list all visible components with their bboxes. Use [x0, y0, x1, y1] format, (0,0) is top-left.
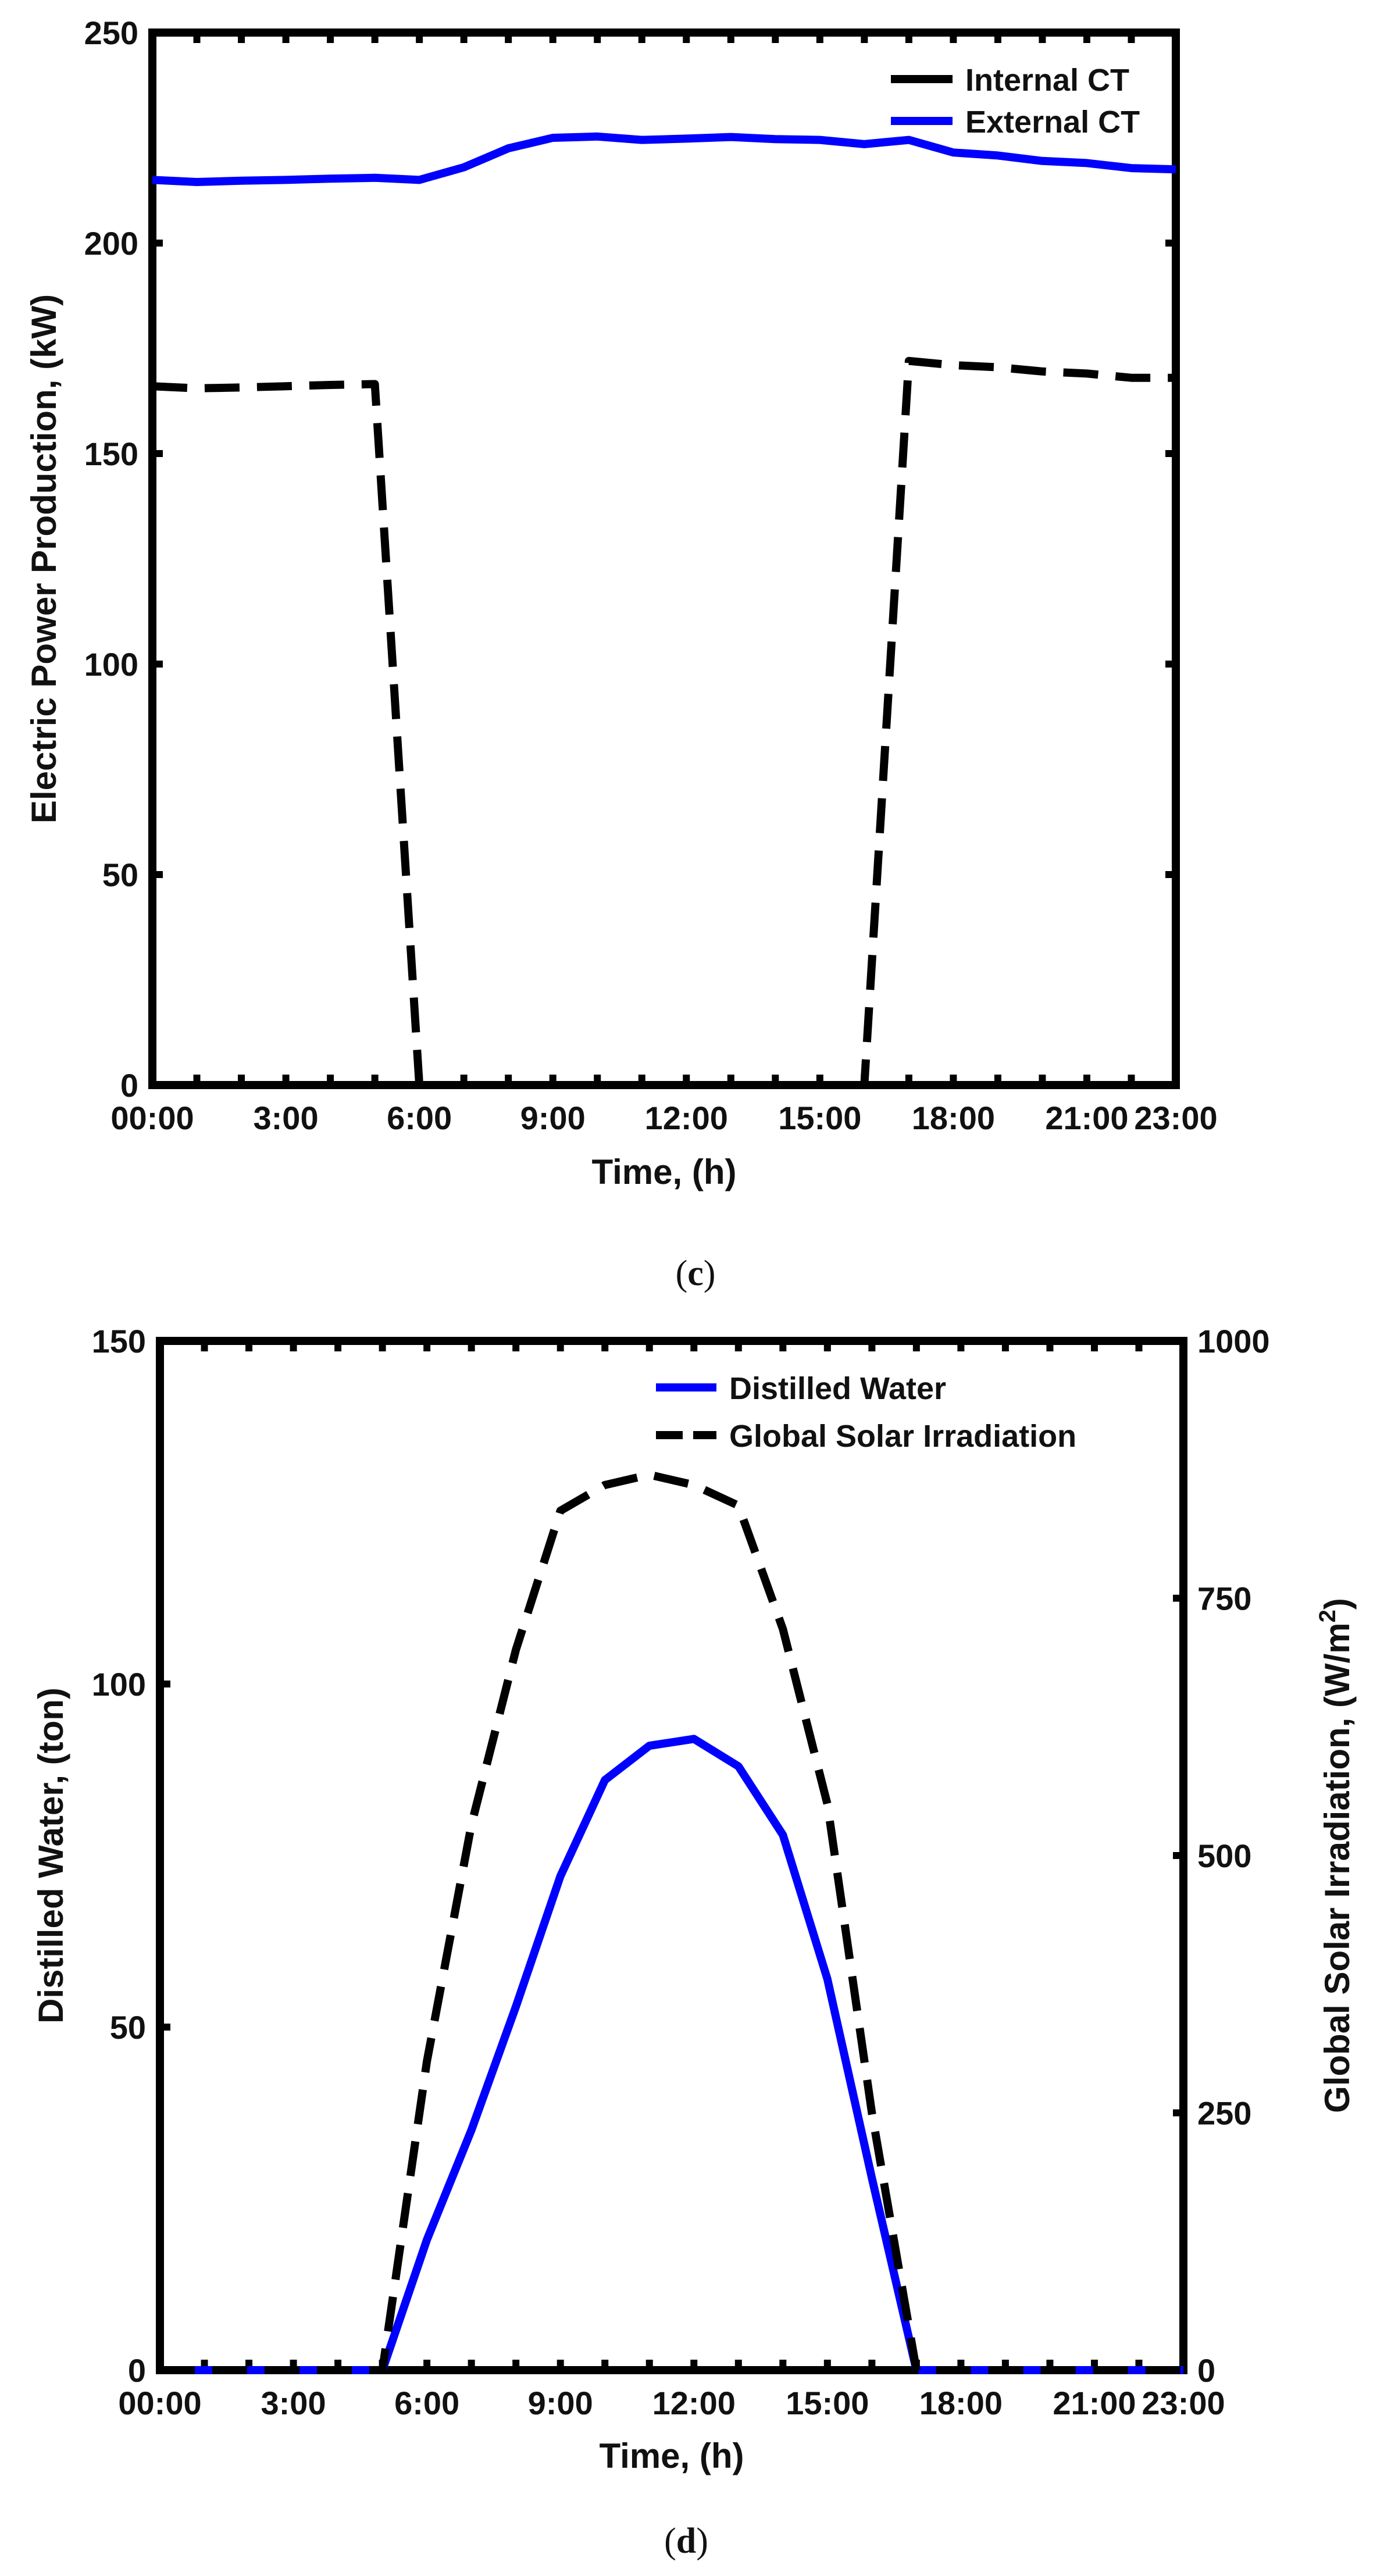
- y-tick-label: 200: [84, 225, 138, 262]
- x-tick-label: 15:00: [786, 2385, 869, 2421]
- legend-label-distilled-water: Distilled Water: [729, 1371, 946, 1406]
- y-right-tick-label: 1000: [1197, 1323, 1270, 1360]
- y-tick-label: 50: [110, 2009, 146, 2046]
- series-c: [152, 132, 1176, 1089]
- x-tick-label: 21:00: [1045, 1100, 1128, 1136]
- x-tick-label: 6:00: [394, 2385, 459, 2421]
- legend-label-internal-ct: Internal CT: [965, 63, 1129, 98]
- x-tick-label: 3:00: [261, 2385, 326, 2421]
- y-right-tick-labels-d: 0 250 500 750 1000: [1197, 1323, 1270, 2389]
- y-tick-label: 0: [120, 1067, 138, 1104]
- plot-area-d: [156, 1337, 1187, 2374]
- y-tick-label: 150: [92, 1323, 146, 1360]
- plot-area-c: [148, 28, 1180, 1089]
- y-tick-label: 250: [84, 15, 138, 51]
- y-tick-label: 150: [84, 436, 138, 472]
- x-tick-label: 15:00: [778, 1100, 861, 1136]
- x-tick-label: 21:00: [1053, 2385, 1136, 2421]
- series-line-global-solar-irradiation: [160, 1471, 1183, 2374]
- x-tick-label: 00:00: [110, 1100, 194, 1136]
- y-axis-title-c: Electric Power Production, (kW): [24, 294, 63, 823]
- y-tick-labels-d: 0 50 100 150: [92, 1323, 146, 2389]
- y-right-tick-label: 0: [1197, 2352, 1215, 2389]
- y-right-axis-title-text: Global Solar Irradiation, (W/m: [1318, 1622, 1357, 2113]
- y-right-tick-label: 250: [1197, 2095, 1251, 2132]
- x-tick-label: 12:00: [645, 1100, 728, 1136]
- x-tick-label: 23:00: [1134, 1100, 1217, 1136]
- y-right-axis-title-superscript: 2: [1315, 1610, 1340, 1622]
- y-tick-label: 50: [102, 857, 138, 893]
- x-tick-label: 18:00: [912, 1100, 995, 1136]
- series-line-external-ct: [152, 132, 1176, 186]
- caption-d: (d): [664, 2521, 708, 2561]
- caption-letter-c: c: [687, 1254, 704, 1293]
- x-tick-label: 9:00: [520, 1100, 586, 1136]
- x-tick-label: 18:00: [919, 2385, 1003, 2421]
- y-right-axis-title-close: ): [1318, 1598, 1357, 1610]
- y-right-tick-label: 500: [1197, 1838, 1251, 1874]
- x-axis-title-d: Time, (h): [600, 2436, 744, 2475]
- x-axis-title-c: Time, (h): [592, 1153, 737, 1191]
- legend-label-external-ct: External CT: [965, 105, 1140, 140]
- y-tick-label: 0: [128, 2352, 146, 2389]
- series-d: [160, 1471, 1183, 2374]
- legend-label-global-solar-irradiation: Global Solar Irradiation: [729, 1419, 1076, 1454]
- x-tick-label: 6:00: [387, 1100, 452, 1136]
- y-right-tick-label: 750: [1197, 1580, 1251, 1617]
- y-tick-labels-c: 0 50 100 150 200 250: [84, 15, 138, 1104]
- caption-letter-d: d: [676, 2521, 696, 2561]
- y-right-axis-title-d: Global Solar Irradiation, (W/m2): [1315, 1598, 1357, 2113]
- x-tick-label: 3:00: [254, 1100, 319, 1136]
- x-tick-labels-c: 00:00 3:00 6:00 9:00 12:00 15:00 18:00 21:00 23:…: [110, 1100, 1217, 1136]
- legend-c: Internal CT External CT: [891, 63, 1140, 140]
- ticks-d: [156, 1337, 1187, 2374]
- chart-panel-d: 00:00 3:00 6:00 9:00 12:00 15:00 18:00 21:00 23:…: [31, 1323, 1357, 2561]
- legend-d: Distilled Water Global Solar Irradiation: [656, 1371, 1076, 1454]
- x-tick-labels-d: 00:00 3:00 6:00 9:00 12:00 15:00 18:00 21:00 23:…: [118, 2385, 1225, 2421]
- y-axis-title-d: Distilled Water, (ton): [31, 1687, 70, 2024]
- caption-c: (c): [676, 1254, 716, 1293]
- x-tick-label: 23:00: [1142, 2385, 1225, 2421]
- x-tick-label: 9:00: [528, 2385, 593, 2421]
- x-tick-label: 00:00: [118, 2385, 201, 2421]
- chart-panel-c: 00:00 3:00 6:00 9:00 12:00 15:00 18:00 21:00 23:…: [24, 15, 1218, 1293]
- x-tick-label: 12:00: [652, 2385, 736, 2421]
- series-line-internal-ct: [152, 356, 1176, 1089]
- y-tick-label: 100: [84, 646, 138, 683]
- y-tick-label: 100: [92, 1666, 146, 1703]
